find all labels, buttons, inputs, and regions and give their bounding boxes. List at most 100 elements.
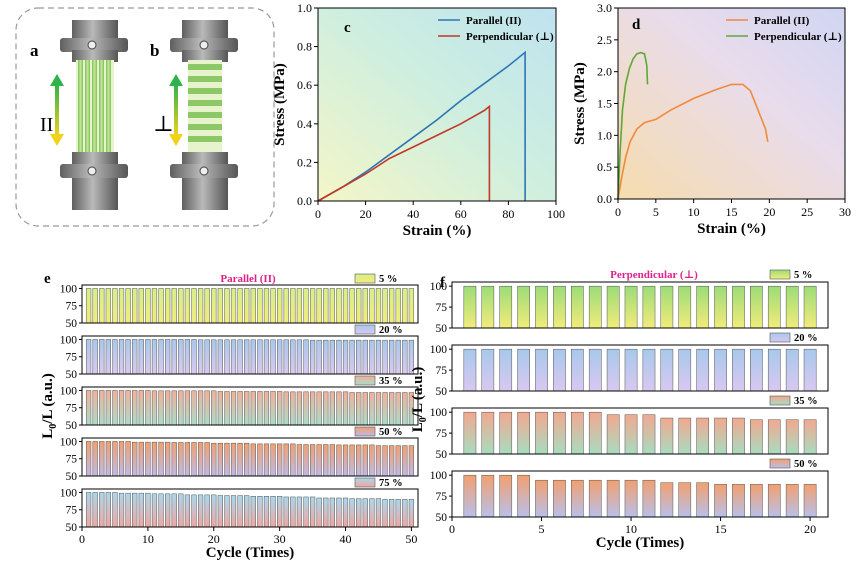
- legend-entry: 20 %: [794, 333, 818, 344]
- legend-entry-1: Parallel (II): [754, 15, 810, 27]
- bar: [191, 339, 197, 375]
- bar: [389, 288, 395, 324]
- bar: [375, 288, 382, 324]
- bar: [571, 411, 584, 455]
- bar: [732, 484, 745, 518]
- y-tick-label: 75: [66, 403, 78, 415]
- bar: [125, 441, 131, 477]
- bar: [105, 492, 111, 528]
- y-tick-label: 100: [430, 407, 448, 419]
- bar: [642, 414, 656, 455]
- bar: [714, 285, 727, 329]
- y-tick-label: 50: [436, 512, 448, 524]
- y-tick-label: 50: [66, 420, 78, 432]
- bar: [732, 348, 745, 392]
- x-axis-label: Cycle (Times): [596, 535, 684, 551]
- bar: [145, 492, 151, 528]
- bar: [151, 493, 158, 528]
- y-tick-label: 3.0: [597, 1, 612, 15]
- bar: [230, 495, 237, 528]
- bar: [517, 411, 530, 455]
- series-line-2: [617, 51, 649, 200]
- bar: [204, 339, 210, 375]
- bar: [296, 339, 303, 375]
- bar: [171, 390, 177, 426]
- bar: [204, 288, 210, 324]
- bar: [696, 285, 710, 329]
- bar: [356, 444, 362, 477]
- panel-label-b: b: [150, 41, 159, 60]
- bar: [309, 496, 316, 528]
- bar: [349, 392, 355, 426]
- bar: [696, 482, 710, 518]
- bar: [785, 285, 799, 329]
- bar: [336, 497, 342, 528]
- bar: [165, 441, 171, 477]
- bar: [92, 441, 98, 477]
- bar: [230, 391, 237, 426]
- bar: [356, 339, 362, 375]
- bar: [197, 494, 204, 528]
- bar: [283, 496, 289, 528]
- bar: [244, 339, 250, 375]
- bar: [277, 339, 283, 375]
- y-tick-label: 1.5: [597, 97, 612, 111]
- bar: [696, 348, 710, 392]
- y-axis-label: Stress (MPa): [272, 63, 288, 146]
- bar: [342, 391, 349, 426]
- bar: [85, 339, 92, 375]
- bar: [217, 288, 223, 324]
- bar: [517, 348, 530, 392]
- legend-entry: 35 %: [379, 376, 403, 387]
- bar: [336, 339, 342, 375]
- bar: [642, 479, 656, 518]
- bar: [217, 391, 223, 426]
- bar: [151, 441, 158, 477]
- bar: [362, 339, 368, 375]
- y-tick-label: 75: [66, 505, 78, 517]
- bar: [132, 339, 138, 375]
- y-axis-label-sub: 0: [48, 424, 59, 429]
- bar: [642, 285, 656, 329]
- y-axis-label-part: /L (a.u.): [410, 367, 426, 418]
- bar: [660, 348, 674, 392]
- bar: [785, 348, 799, 392]
- bar: [112, 492, 118, 528]
- bar: [309, 444, 316, 477]
- bar: [263, 443, 270, 477]
- bar: [362, 444, 368, 477]
- bar: [211, 339, 217, 375]
- bar: [178, 339, 184, 375]
- y-tick-label: 50: [66, 522, 78, 534]
- x-axis-label: Strain (%): [403, 223, 472, 239]
- bar: [158, 288, 164, 324]
- y-tick-label: 75: [66, 352, 78, 364]
- bar: [785, 484, 799, 518]
- bar: [105, 441, 111, 477]
- bar: [125, 288, 131, 324]
- bar: [237, 495, 243, 528]
- bar: [283, 288, 289, 324]
- panel-label-d: d: [632, 17, 641, 33]
- chart-title: Parallel (II): [220, 273, 276, 285]
- bar: [85, 492, 92, 528]
- bar: [624, 348, 638, 392]
- bar: [750, 484, 763, 518]
- bar: [184, 494, 191, 528]
- bar: [263, 288, 270, 324]
- bar: [197, 442, 204, 477]
- bar: [329, 288, 335, 324]
- bar: [112, 288, 118, 324]
- bar: [217, 442, 223, 477]
- x-tick-label: 40: [407, 207, 419, 221]
- bar: [303, 391, 309, 426]
- bar: [316, 288, 322, 324]
- bar: [158, 493, 164, 528]
- x-tick-label: 20: [360, 207, 372, 221]
- bar: [553, 285, 566, 329]
- bar: [342, 288, 349, 324]
- bar: [535, 411, 548, 455]
- bar: [92, 288, 98, 324]
- bar: [309, 391, 316, 426]
- bar: [99, 492, 105, 528]
